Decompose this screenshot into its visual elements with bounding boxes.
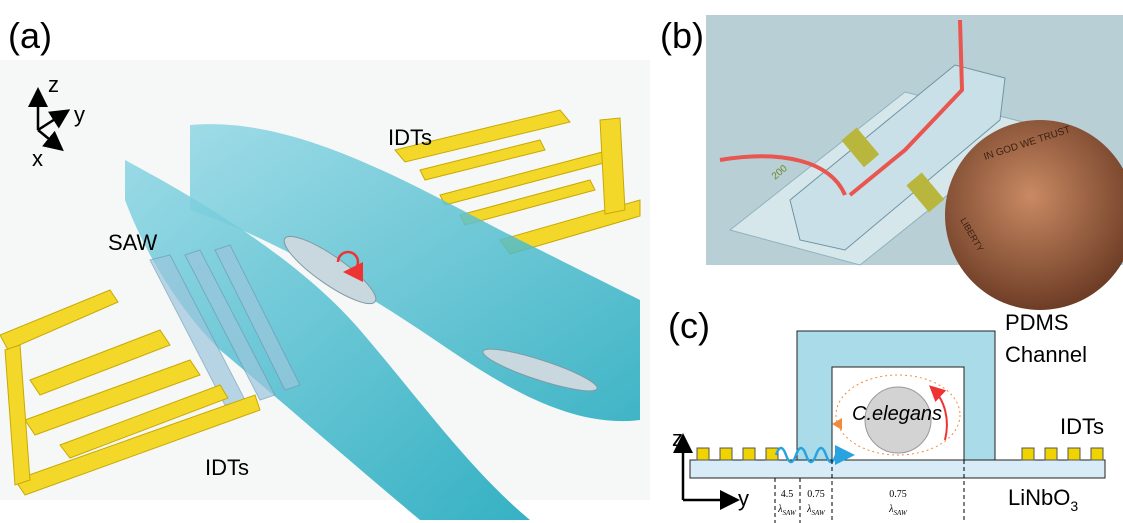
substrate-text: LiNbO	[1008, 485, 1070, 510]
spacing-symbol: λ	[777, 504, 783, 515]
panel-label: (a)	[8, 15, 52, 56]
idt-label: IDTs	[205, 455, 249, 480]
dimension-lines	[774, 460, 965, 523]
spacing-value: 0.75	[807, 489, 825, 500]
pdms-channel	[190, 124, 640, 422]
spacing-subscript: SAW	[811, 509, 826, 517]
channel-label: PDMS	[1005, 310, 1069, 335]
saw-label: SAW	[108, 230, 158, 255]
panel-b: (b) 200 IN GOD WE TRUST LIBERTY	[660, 15, 1123, 310]
spacing-unit: λSAW	[888, 504, 908, 517]
substrate-subscript: 3	[1070, 498, 1078, 514]
streaming-path	[835, 374, 961, 456]
channel-label: Channel	[1005, 342, 1087, 367]
axis-label: z	[672, 426, 683, 451]
panel-c: (c) C.elegans PDMS Channel IDTs z y LiNb…	[668, 305, 1106, 523]
axis-label: y	[74, 102, 85, 127]
spacing-unit: λSAW	[806, 504, 826, 517]
axis-label: y	[738, 486, 749, 511]
spacing-subscript: SAW	[782, 509, 797, 517]
rotation-arrow	[336, 250, 364, 282]
tubing	[719, 19, 965, 197]
worm-section	[864, 386, 932, 454]
spacing-value: 4.5	[781, 489, 794, 500]
saw-wave	[149, 244, 301, 406]
rotation-arrow	[929, 385, 948, 441]
spacing-symbol: λ	[888, 504, 894, 515]
panel-label: (c)	[668, 305, 710, 346]
substrate	[689, 459, 1106, 479]
spacing-unit: λSAW	[777, 504, 797, 517]
panel-label: (b)	[660, 15, 704, 56]
worm	[482, 348, 598, 392]
spacing-value: 0.75	[889, 489, 907, 500]
idt-electrode	[394, 109, 641, 255]
saw-wave	[774, 445, 855, 465]
panel-a: (a) z y x	[0, 15, 650, 520]
axes-icon	[673, 433, 740, 510]
flow-arrow	[832, 418, 842, 430]
substrate-label: LiNbO3	[1008, 485, 1078, 514]
idt-label: IDTs	[1060, 414, 1104, 439]
spacing-symbol: λ	[806, 504, 812, 515]
axis-label: z	[48, 72, 59, 97]
idt-electrode	[696, 447, 1104, 461]
axis-label: x	[32, 146, 43, 171]
axes-icon	[28, 87, 71, 152]
spacing-subscript: SAW	[893, 509, 908, 517]
idt-electrode	[0, 289, 261, 496]
electrode	[841, 127, 945, 213]
idt-label: IDTs	[388, 125, 432, 150]
penny	[945, 120, 1123, 310]
organism-label: C.elegans	[852, 403, 942, 425]
